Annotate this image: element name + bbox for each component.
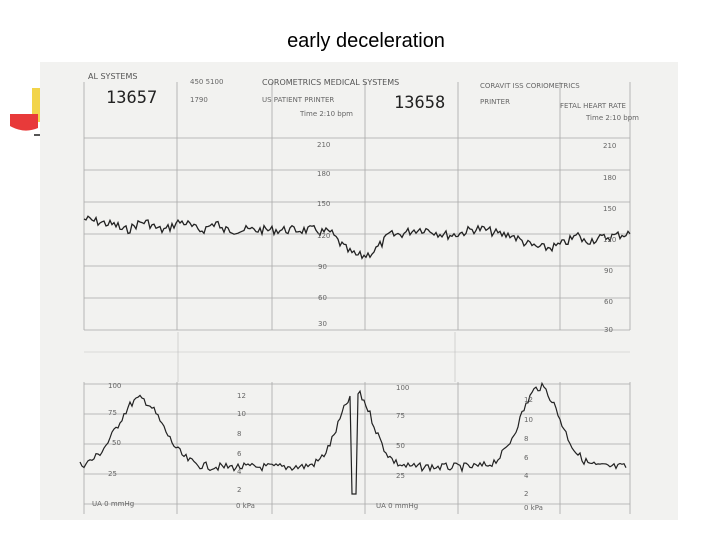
ua-scale-b-label: 4 <box>237 468 242 476</box>
ua-scale-d-label: 2 <box>524 490 529 498</box>
slide-title: early deceleration <box>287 30 445 52</box>
subheader-bpm: Time 2:10 bpm <box>300 110 354 118</box>
ua-scale-a-label: 100 <box>108 382 122 390</box>
page-number-2: 13658 <box>394 93 446 113</box>
ua-label-2: 0 kPa <box>236 502 255 510</box>
fhr-scale-mid-label: 150 <box>317 200 331 208</box>
fhr-scale-right-label: 90 <box>604 267 613 275</box>
header-left: AL SYSTEMS <box>88 72 138 81</box>
ua-scale-b-label: 8 <box>237 430 242 438</box>
fhr-scale-right-label: 120 <box>603 236 617 244</box>
ua-scale-c-label: 50 <box>396 442 405 450</box>
ua-scale-d-label: 10 <box>524 416 533 424</box>
fhr-scale-mid-label: 180 <box>317 170 331 178</box>
ua-scale-a-label: 25 <box>108 470 117 478</box>
ua-scale-a-label: 75 <box>108 409 117 417</box>
subheader-right2: FETAL HEART RATE <box>560 102 626 110</box>
subheader-right: PRINTER <box>480 98 510 106</box>
ua-scale-d-label: 6 <box>524 454 529 462</box>
ua-scale-b-label: 10 <box>237 410 246 418</box>
ua-label-4: 0 kPa <box>524 504 543 512</box>
ua-label-3: UA 0 mmHg <box>376 502 419 510</box>
ua-scale-b-label: 12 <box>237 392 246 400</box>
fhr-scale-right-label: 30 <box>604 326 613 334</box>
ua-scale-b-label: 2 <box>237 486 242 494</box>
ua-scale-c-label: 75 <box>396 412 405 420</box>
fhr-scale-mid-label: 90 <box>318 263 327 271</box>
page-number-1: 13657 <box>106 88 158 108</box>
header-right: CORAVIT ISS CORIOMETRICS <box>480 82 580 90</box>
ua-scale-b-label: 6 <box>237 450 242 458</box>
ua-scale-c-label: 100 <box>396 384 410 392</box>
ua-label-1: UA 0 mmHg <box>92 500 135 508</box>
fhr-scale-right-label: 210 <box>603 142 617 150</box>
header-code: 450 5100 <box>190 78 224 86</box>
bullet-accent-icon <box>10 88 44 136</box>
fhr-scale-right-label: 180 <box>603 174 617 182</box>
ua-scale-d-label: 4 <box>524 472 529 480</box>
fhr-scale-mid-label: 210 <box>317 141 331 149</box>
ua-scale-d-label: 8 <box>524 435 529 443</box>
subheader-mid: US PATIENT PRINTER <box>262 96 335 104</box>
fhr-scale-right-label: 60 <box>604 298 613 306</box>
ua-scale-a-label: 50 <box>112 439 121 447</box>
fhr-trace <box>83 215 631 260</box>
ua-scale-c-label: 25 <box>396 472 405 480</box>
fhr-scale-mid-label: 30 <box>318 320 327 328</box>
fhr-scale-mid-label: 120 <box>317 232 331 240</box>
ua-scale-d-label: 12 <box>524 396 533 404</box>
subheader-right3: Time 2:10 bpm <box>586 114 640 122</box>
ctg-strip: AL SYSTEMS 13657 450 5100 COROMETRICS ME… <box>40 62 678 520</box>
ua-trace <box>79 381 627 495</box>
ctg-chart <box>79 82 631 514</box>
fhr-scale-mid-label: 60 <box>318 294 327 302</box>
subheader-left: 1790 <box>190 96 208 104</box>
fhr-scale-right-label: 150 <box>603 205 617 213</box>
header-company: COROMETRICS MEDICAL SYSTEMS <box>262 78 400 87</box>
